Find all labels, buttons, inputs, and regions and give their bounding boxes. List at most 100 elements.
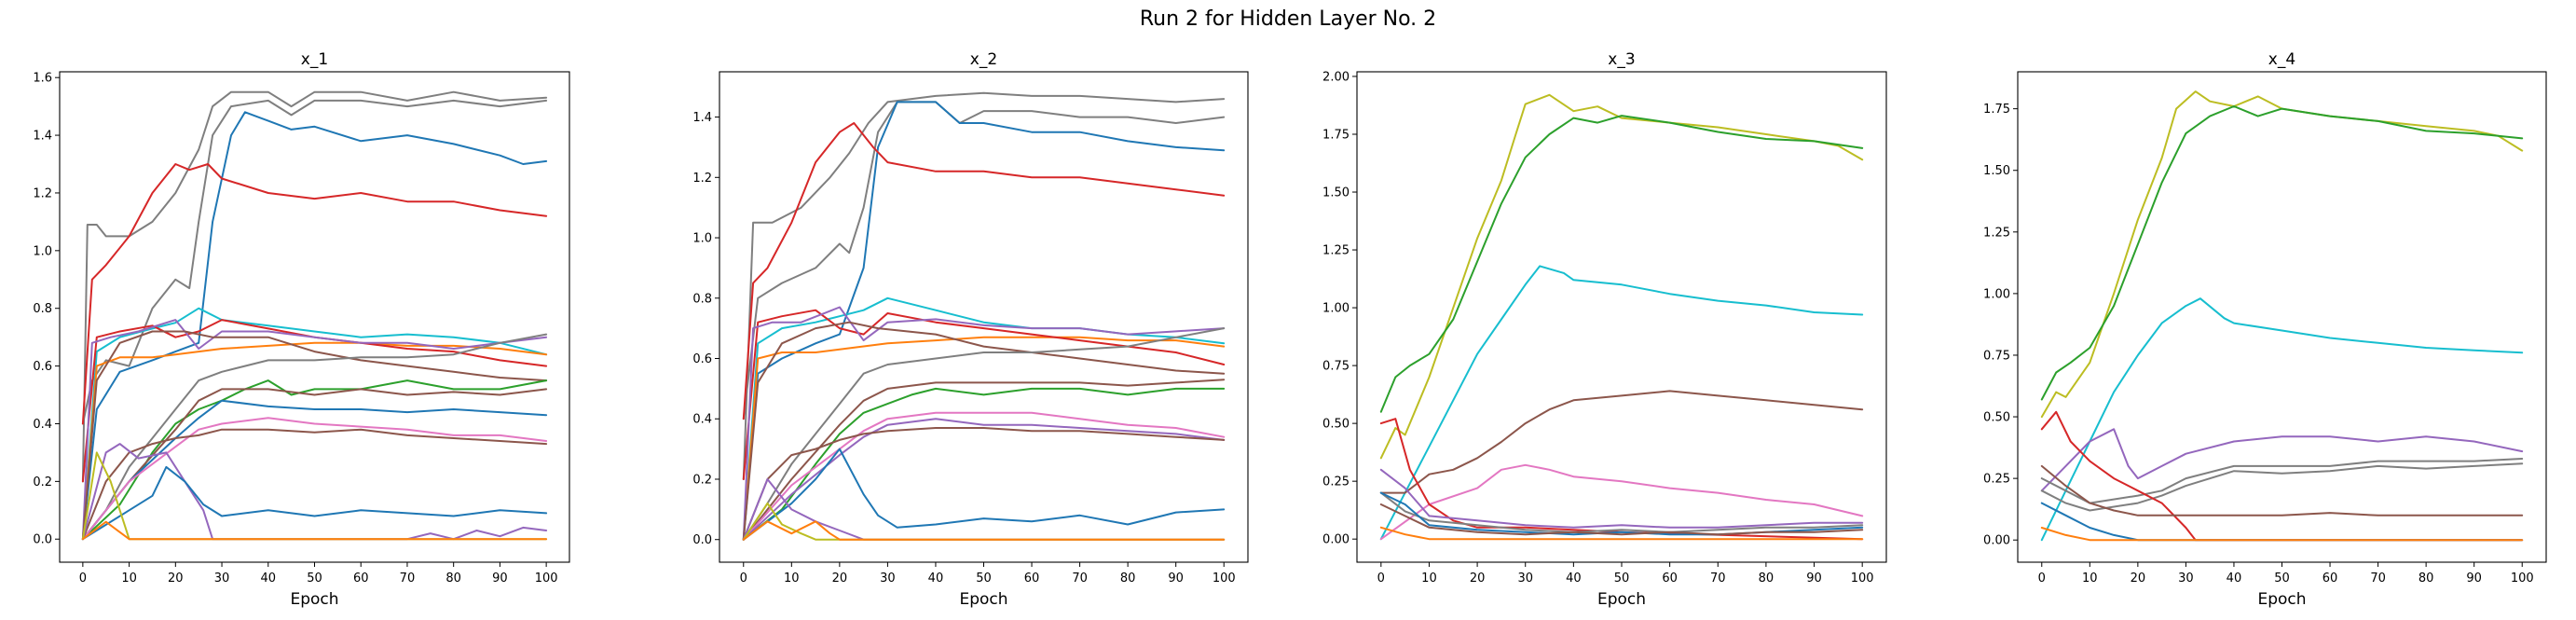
series-line-10 (81, 379, 548, 541)
subplot-title: x_1 (301, 50, 328, 69)
series-line-5 (81, 341, 548, 541)
x-tick-label: 100 (1213, 572, 1236, 586)
x-tick-label: 10 (2082, 572, 2098, 586)
series-line-4 (81, 307, 548, 541)
series-line-9 (742, 327, 1226, 541)
series-line-13 (81, 417, 548, 541)
y-tick-label: 1.4 (33, 130, 52, 144)
series-line-18 (81, 520, 548, 541)
series-line-4 (742, 296, 1226, 541)
series-line-3 (742, 122, 1226, 420)
y-tick-label: 1.25 (1983, 226, 2010, 240)
series-line-1 (1379, 115, 1864, 413)
series-line-16 (81, 465, 548, 541)
y-tick-label: 1.00 (1983, 287, 2010, 301)
x-tick-label: 10 (1421, 572, 1437, 586)
y-tick-label: 1.6 (33, 72, 52, 86)
y-tick-label: 0.0 (33, 533, 52, 547)
series-line-0 (742, 91, 1226, 480)
series-line-0 (2040, 90, 2524, 419)
y-tick-label: 2.00 (1322, 70, 1350, 84)
series-line-1 (81, 99, 548, 425)
series-line-5 (742, 336, 1226, 541)
series-line-8 (742, 321, 1226, 541)
x-tick-label: 70 (1710, 572, 1726, 586)
x-tick-label: 20 (832, 572, 848, 586)
x-tick-label: 70 (400, 572, 416, 586)
series-line-3 (81, 163, 548, 425)
y-tick-label: 0.0 (692, 533, 712, 547)
subplot-x3: 0 10 20 30 40 50 60 70 80 90 100 0.00 0.25 0.50 0.75 1.… (1322, 50, 1887, 609)
series-line-9 (1379, 503, 1864, 536)
y-tick-label: 0.6 (692, 352, 712, 366)
x-tick-label: 80 (1120, 572, 1136, 586)
series-line-10 (742, 387, 1226, 541)
x-tick-label: 30 (1517, 572, 1533, 586)
series-line-4 (2040, 458, 2524, 504)
x-tick-label: 100 (2511, 572, 2534, 586)
x-tick-label: 90 (1806, 572, 1822, 586)
series-line-2 (81, 111, 548, 541)
x-tick-label: 50 (1614, 572, 1630, 586)
y-tick-label: 1.50 (1983, 164, 2010, 178)
x-tick-label: 90 (2466, 572, 2482, 586)
series-line-2 (2040, 297, 2524, 542)
x-tick-label: 40 (260, 572, 276, 586)
y-tick-label: 0.6 (33, 360, 52, 374)
y-tick-label: 0.8 (33, 302, 52, 316)
series-line-11 (81, 388, 548, 541)
series-line-7 (81, 319, 548, 541)
series-line-11 (742, 379, 1226, 541)
series-group (1379, 93, 1864, 541)
x-tick-label: 100 (535, 572, 558, 586)
x-tick-label: 40 (1566, 572, 1582, 586)
series-line-14 (742, 427, 1226, 541)
series-line-13 (742, 418, 1226, 541)
y-tick-label: 0.4 (33, 418, 52, 432)
x-tick-label: 50 (2274, 572, 2290, 586)
x-tick-label: 50 (307, 572, 322, 586)
x-tick-label: 80 (445, 572, 461, 586)
x-tick-label: 20 (168, 572, 184, 586)
y-tick-label: 0.4 (692, 413, 712, 427)
x-tick-label: 10 (784, 572, 800, 586)
series-line-6 (2040, 410, 2524, 542)
x-tick-label: 0 (1377, 572, 1385, 586)
x-tick-label: 60 (2323, 572, 2338, 586)
series-group (81, 90, 548, 541)
x-tick-label: 0 (79, 572, 87, 586)
x-tick-label: 0 (740, 572, 747, 586)
subplot-x4: 0 10 20 30 40 50 60 70 80 90 100 0.00 0.25 0.50 0.75 1.… (1983, 50, 2547, 609)
y-tick-label: 1.2 (692, 172, 712, 186)
x-tick-label: 80 (2418, 572, 2434, 586)
y-tick-label: 0.2 (692, 473, 712, 487)
series-line-8 (81, 330, 548, 541)
x-tick-label: 70 (1072, 572, 1088, 586)
x-tick-label: 0 (2038, 572, 2046, 586)
series-line-3 (1379, 390, 1864, 494)
x-tick-label: 100 (1851, 572, 1874, 586)
y-tick-label: 1.25 (1322, 244, 1350, 258)
x-tick-label: 40 (928, 572, 944, 586)
x-axis-label: Epoch (2257, 590, 2306, 609)
y-tick-label: 0.2 (33, 475, 52, 489)
x-axis-label: Epoch (290, 590, 338, 609)
series-line-7 (1379, 491, 1864, 533)
series-line-9 (2040, 527, 2524, 542)
series-line-15 (81, 443, 548, 541)
y-tick-label: 1.0 (692, 232, 712, 246)
series-line-7 (742, 306, 1226, 541)
x-tick-label: 60 (1662, 572, 1678, 586)
axes-frame (1356, 71, 1887, 563)
series-line-4 (1379, 463, 1864, 541)
y-tick-label: 0.50 (1983, 411, 2010, 425)
series-line-6 (81, 319, 548, 483)
series-line-5 (2040, 462, 2524, 512)
y-tick-label: 1.00 (1322, 302, 1350, 316)
y-tick-label: 1.2 (33, 186, 52, 200)
y-tick-label: 1.50 (1322, 186, 1350, 200)
series-group (742, 91, 1226, 541)
series-line-1 (2040, 105, 2524, 401)
series-line-10 (1379, 526, 1864, 541)
x-tick-label: 90 (1168, 572, 1184, 586)
